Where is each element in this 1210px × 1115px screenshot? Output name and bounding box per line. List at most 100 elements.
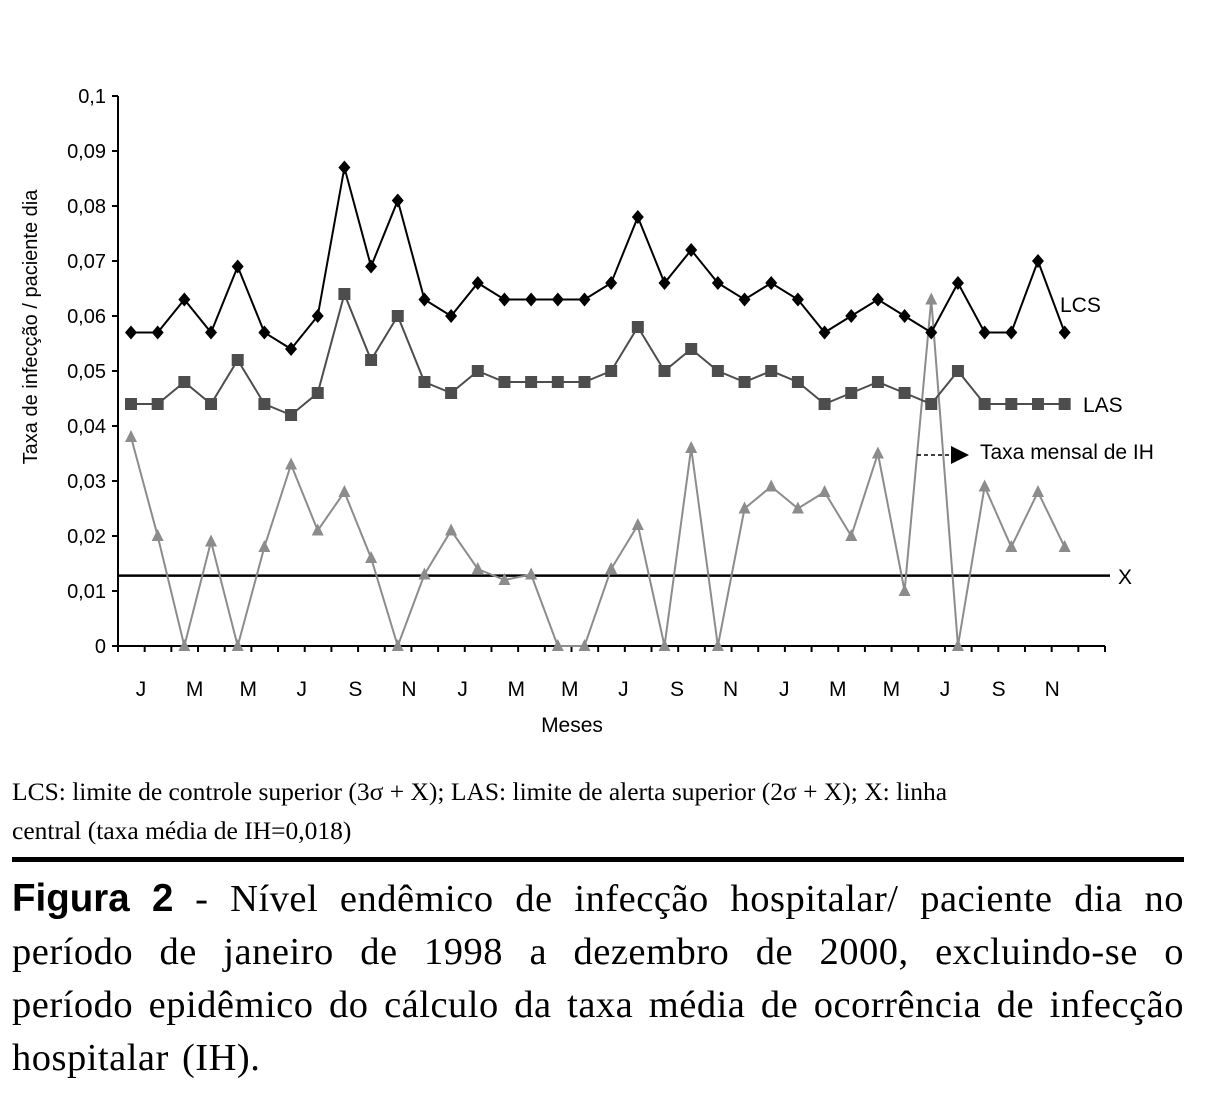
x-tick-label: M [239, 678, 257, 701]
lcs-point [365, 259, 378, 274]
figure-caption-text: - Nível endêmico de infecção hospitalar/… [12, 878, 1184, 1079]
las-point [258, 398, 271, 410]
ih-rate-point [578, 639, 591, 651]
lcs-point [418, 292, 431, 307]
lcs-point [498, 292, 511, 307]
caption-divider [12, 857, 1184, 862]
ih-rate-point [311, 523, 324, 536]
lcs-point [791, 292, 804, 307]
las-point [765, 365, 778, 377]
las-point [445, 387, 458, 399]
y-axis-ticks: 0 0,01 0,02 0,03 0,04 0,05 0,06 0,07 0,08 0,09 0,1 [67, 86, 118, 658]
ih-rate-point [285, 457, 298, 470]
las-point [551, 376, 564, 388]
label-lcs: LCS [1060, 294, 1101, 317]
ih-rate-point [898, 584, 911, 596]
las-point [151, 398, 164, 410]
ih-rate-point [205, 534, 218, 547]
x-axis-title: Meses [541, 714, 603, 737]
las-point [285, 409, 298, 421]
ih-rate-point [151, 529, 164, 541]
chart: 0 0,01 0,02 0,03 0,04 0,05 0,06 0,07 0,08 0,09 0,1… [20, 86, 1154, 737]
ih-rate-point [871, 446, 884, 459]
y-tick-label: 0,03 [67, 471, 106, 493]
lcs-point [178, 292, 191, 307]
x-tick-label: N [723, 678, 738, 701]
lcs-point [1005, 325, 1018, 340]
las-point [978, 398, 991, 410]
x-tick-label: J [779, 678, 790, 701]
las-point [471, 365, 484, 377]
las-point [871, 376, 884, 388]
ih-rate-point [125, 430, 137, 442]
ih-rate-point [525, 567, 538, 580]
y-tick-label: 0,07 [67, 251, 106, 273]
ih-rate-point [391, 639, 404, 651]
ih-rate-point [1058, 540, 1071, 552]
ih-rate-point [738, 501, 751, 514]
ih-rate-point [978, 479, 991, 492]
las-point [845, 387, 858, 399]
lcs-point [1031, 254, 1044, 268]
y-axis-title: Taxa de infecção / paciente dia [20, 189, 42, 465]
series-triangle [125, 292, 1071, 651]
labels-layer: LCS LAS Taxa mensal de IH X [917, 294, 1154, 589]
las-point [311, 387, 324, 399]
x-tick-label: M [186, 678, 204, 701]
footnote-line-2: central (taxa média de IH=0,018) [12, 816, 352, 845]
y-tick-label: 0,09 [67, 141, 106, 163]
x-tick-label: S [992, 678, 1006, 701]
x-tick-label: S [348, 678, 362, 701]
ih-rate-point [845, 529, 858, 541]
las-point [338, 288, 351, 300]
series-layer [118, 160, 1110, 651]
legend-arrow-icon [951, 446, 969, 464]
lcs-point [951, 276, 964, 290]
footnote-line-1: LCS: limite de controle superior (3σ + X… [12, 777, 948, 806]
chart-footnote: LCS: limite de controle superior (3σ + X… [12, 772, 1187, 850]
ih-rate-point [231, 639, 244, 651]
las-point [365, 354, 378, 366]
lcs-point [925, 325, 938, 340]
y-tick-label: 0,08 [67, 196, 106, 218]
ih-rate-point [818, 485, 831, 497]
las-point [951, 365, 964, 377]
lcs-point [205, 325, 218, 340]
lcs-point [311, 309, 324, 323]
lcs-point [631, 210, 644, 224]
lcs-point [231, 259, 244, 274]
lcs-point [151, 325, 164, 340]
lcs-point [711, 276, 724, 290]
series-diamond [125, 160, 1071, 356]
x-tick-label: M [883, 678, 901, 701]
lcs-point [285, 342, 298, 356]
las-point [658, 365, 671, 377]
y-tick-label: 0 [95, 636, 106, 658]
y-tick-label: 0,02 [67, 526, 106, 548]
series-line [131, 290, 1065, 417]
lcs-point [551, 292, 564, 307]
lcs-point [898, 309, 911, 323]
ih-rate-point [685, 441, 698, 453]
las-point [231, 354, 244, 366]
las-point [605, 365, 618, 377]
x-tick-label: J [618, 678, 629, 701]
ih-rate-point [178, 639, 191, 651]
lcs-point [685, 243, 698, 257]
figure-caption: Figura 2 - Nível endêmico de infecção ho… [12, 872, 1184, 1085]
las-point [631, 321, 644, 333]
las-point [898, 387, 911, 399]
lcs-point [338, 160, 351, 175]
las-point [578, 376, 591, 388]
ih-rate-point [925, 292, 938, 305]
ih-rate-point [365, 551, 378, 563]
ih-rate-point [445, 523, 458, 536]
ih-rate-point [658, 639, 671, 651]
lcs-point [765, 276, 778, 290]
y-tick-label: 0,04 [67, 416, 106, 438]
series-line [131, 167, 1066, 351]
ih-rate-point [258, 540, 271, 552]
x-tick-label: M [829, 678, 847, 701]
ih-rate-point [711, 639, 724, 651]
